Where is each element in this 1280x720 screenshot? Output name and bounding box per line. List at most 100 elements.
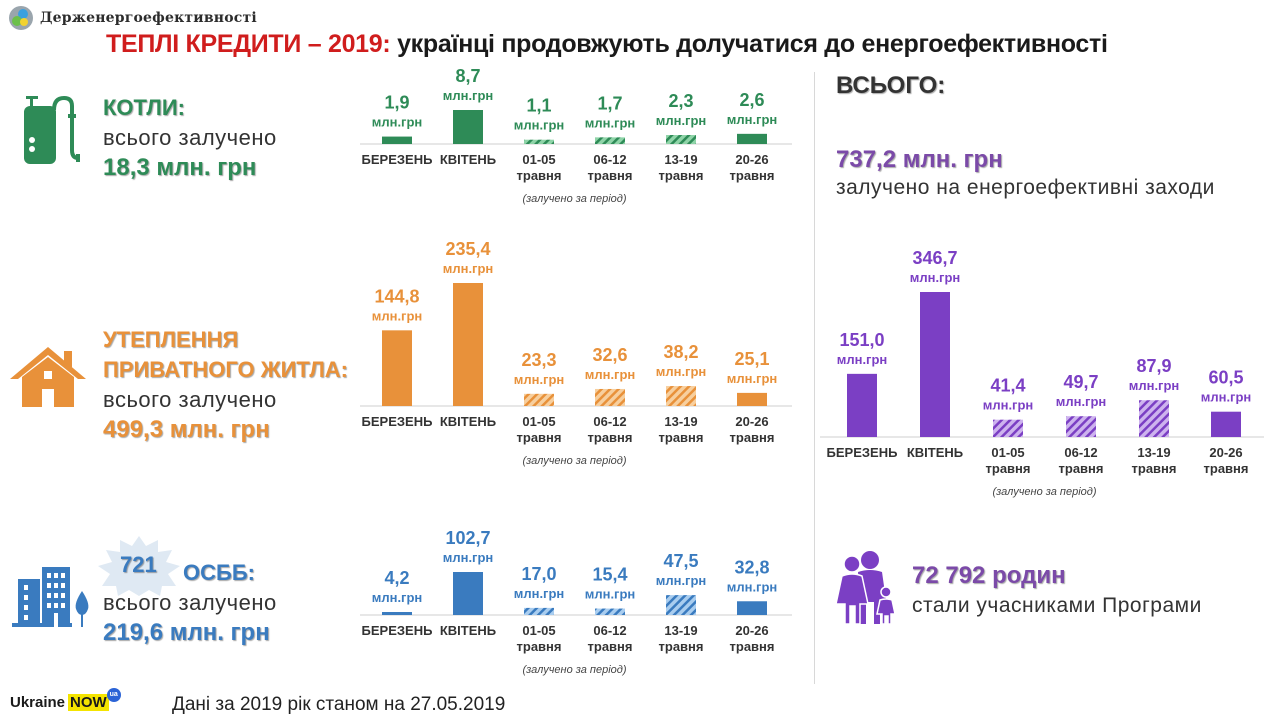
osbb-category-label-1: БЕРЕЗЕНЬ [362, 623, 433, 638]
osbb-category-label-2: КВІТЕНЬ [440, 623, 496, 638]
boilers-bar-unit-4: млн.грн [585, 115, 636, 130]
total-bar-unit-4: млн.грн [1056, 394, 1107, 409]
total-category-label-4-line2: травня [1059, 461, 1104, 476]
housing-category-label-6: 20-26 [735, 414, 768, 429]
housing-bar-unit-1: млн.грн [372, 308, 423, 323]
osbb-chart-note: (залучено за період) [522, 664, 626, 676]
starburst-badge [98, 536, 180, 596]
boilers-category-label-3: 01-05 [522, 152, 555, 167]
total-bar-unit-2: млн.грн [910, 270, 961, 285]
housing-category-label-5: 13-19 [664, 414, 697, 429]
osbb-category-label-4-line2: травня [588, 639, 633, 654]
families-description: стали учасниками Програми [912, 594, 1202, 617]
total-bar-unit-3: млн.грн [983, 398, 1034, 413]
brand-badge: ua [106, 687, 121, 702]
boilers-category-label-5-line2: травня [659, 168, 704, 183]
housing-category-label-2: КВІТЕНЬ [440, 414, 496, 429]
boilers-bar-value-5: 2,3 [668, 91, 693, 111]
boilers-chart-note: (залучено за період) [522, 193, 626, 205]
housing-heading-line1: УТЕПЛЕННЯ [103, 327, 239, 352]
org-name: Держенергоефективності [40, 10, 257, 26]
total-bar-unit-6: млн.грн [1201, 390, 1252, 405]
boilers-bar-value-3: 1,1 [526, 96, 551, 116]
boilers-category-label-4-line2: травня [588, 168, 633, 183]
housing-category-label-4-line2: травня [588, 430, 633, 445]
housing-heading-line2: ПРИВАТНОГО ЖИТЛА: [103, 357, 348, 382]
total-bar-2 [920, 292, 950, 437]
boilers-bar-4 [595, 137, 625, 144]
osbb-bar-unit-1: млн.грн [372, 590, 423, 605]
housing-bar-value-1: 144,8 [374, 286, 419, 306]
housing-bar-1 [382, 330, 412, 406]
osbb-bar-6 [737, 601, 767, 615]
boilers-bar-5 [666, 135, 696, 144]
housing-bar-unit-5: млн.грн [656, 364, 707, 379]
total-bar-5 [1139, 400, 1169, 437]
total-bar-unit-1: млн.грн [837, 352, 888, 367]
housing-bar-unit-4: млн.грн [585, 367, 636, 382]
housing-chart-note: (залучено за період) [522, 455, 626, 467]
total-bar-1 [847, 373, 877, 437]
osbb-bar-5 [666, 595, 696, 615]
total-category-label-4: 06-12 [1064, 445, 1097, 460]
housing-category-label-3: 01-05 [522, 414, 555, 429]
osbb-bar-unit-5: млн.грн [656, 573, 707, 588]
boilers-bar-unit-2: млн.грн [443, 88, 494, 103]
total-amount: 737,2 млн. грн [836, 146, 1003, 173]
total-category-label-6-line2: травня [1204, 461, 1249, 476]
housing-bar-unit-3: млн.грн [514, 372, 565, 387]
data-date-note: Дані за 2019 рік станом на 27.05.2019 [172, 694, 506, 715]
boilers-bar-6 [737, 133, 767, 144]
housing-bar-2 [453, 283, 483, 406]
housing-chart: млн.грн 144,8 БЕРЕЗЕНЬ млн.грн 235,4 КВІТЕНЬ м… [360, 230, 800, 480]
boilers-chart: млн.грн 1,9 БЕРЕЗЕНЬ млн.грн 8,7 КВІТЕНЬ млн.г… [360, 55, 800, 215]
org-logo: Держенергоефективності [8, 4, 257, 32]
housing-bar-4 [595, 388, 625, 406]
osbb-category-label-6: 20-26 [735, 623, 768, 638]
osbb-chart-svg: млн.грн 4,2 БЕРЕЗЕНЬ млн.грн 102,7 КВІТЕНЬ млн… [360, 528, 792, 676]
osbb-category-label-5-line2: травня [659, 639, 704, 654]
org-logo-icon [9, 6, 33, 30]
osbb-count-badge: 721 [120, 552, 157, 577]
osbb-bar-unit-4: млн.грн [585, 587, 636, 602]
boilers-chart-svg: млн.грн 1,9 БЕРЕЗЕНЬ млн.грн 8,7 КВІТЕНЬ млн.г… [360, 66, 792, 205]
housing-bar-3 [524, 393, 554, 406]
boilers-bar-value-1: 1,9 [384, 93, 409, 113]
osbb-category-label-5: 13-19 [664, 623, 697, 638]
housing-bar-6 [737, 392, 767, 406]
osbb-bar-value-3: 17,0 [521, 564, 556, 584]
total-chart-note: (залучено за період) [992, 486, 1096, 498]
apartment-building-icon [12, 567, 89, 627]
house-icon [10, 347, 86, 407]
boilers-category-label-6-line2: травня [730, 168, 775, 183]
total-category-label-2: КВІТЕНЬ [907, 445, 963, 460]
housing-chart-svg: млн.грн 144,8 БЕРЕЗЕНЬ млн.грн 235,4 КВІТЕНЬ м… [360, 239, 792, 467]
total-bar-unit-5: млн.грн [1129, 378, 1180, 393]
total-heading: ВСЬОГО: [836, 72, 946, 99]
total-bar-value-5: 87,9 [1136, 356, 1171, 376]
brand-left: Ukraine [10, 694, 66, 711]
osbb-sub: всього залучено [103, 590, 277, 615]
osbb-bar-value-1: 4,2 [384, 568, 409, 588]
boiler-icon [24, 95, 80, 164]
total-bar-value-1: 151,0 [839, 330, 884, 350]
boilers-sub: всього залучено [103, 125, 277, 150]
total-chart: млн.грн 151,0 БЕРЕЗЕНЬ млн.грн 346,7 КВІТЕНЬ м… [820, 235, 1280, 505]
total-chart-svg: млн.грн 151,0 БЕРЕЗЕНЬ млн.грн 346,7 КВІТЕНЬ м… [820, 248, 1264, 498]
total-bar-4 [1066, 416, 1096, 437]
boilers-category-label-5: 13-19 [664, 152, 697, 167]
housing-bar-value-3: 23,3 [521, 350, 556, 370]
osbb-bar-unit-2: млн.грн [443, 550, 494, 565]
vertical-divider [814, 72, 815, 684]
osbb-chart: млн.грн 4,2 БЕРЕЗЕНЬ млн.грн 102,7 КВІТЕНЬ млн… [360, 520, 800, 690]
total-bar-value-3: 41,4 [990, 376, 1025, 396]
osbb-category-label-6-line2: травня [730, 639, 775, 654]
boilers-category-label-6: 20-26 [735, 152, 768, 167]
osbb-category-label-4: 06-12 [593, 623, 626, 638]
family-icon [836, 551, 896, 625]
boilers-bar-unit-1: млн.грн [372, 115, 423, 130]
osbb-bar-4 [595, 608, 625, 615]
boilers-bar-unit-6: млн.грн [727, 112, 778, 127]
total-bar-value-4: 49,7 [1063, 372, 1098, 392]
boilers-bar-value-4: 1,7 [597, 93, 622, 113]
